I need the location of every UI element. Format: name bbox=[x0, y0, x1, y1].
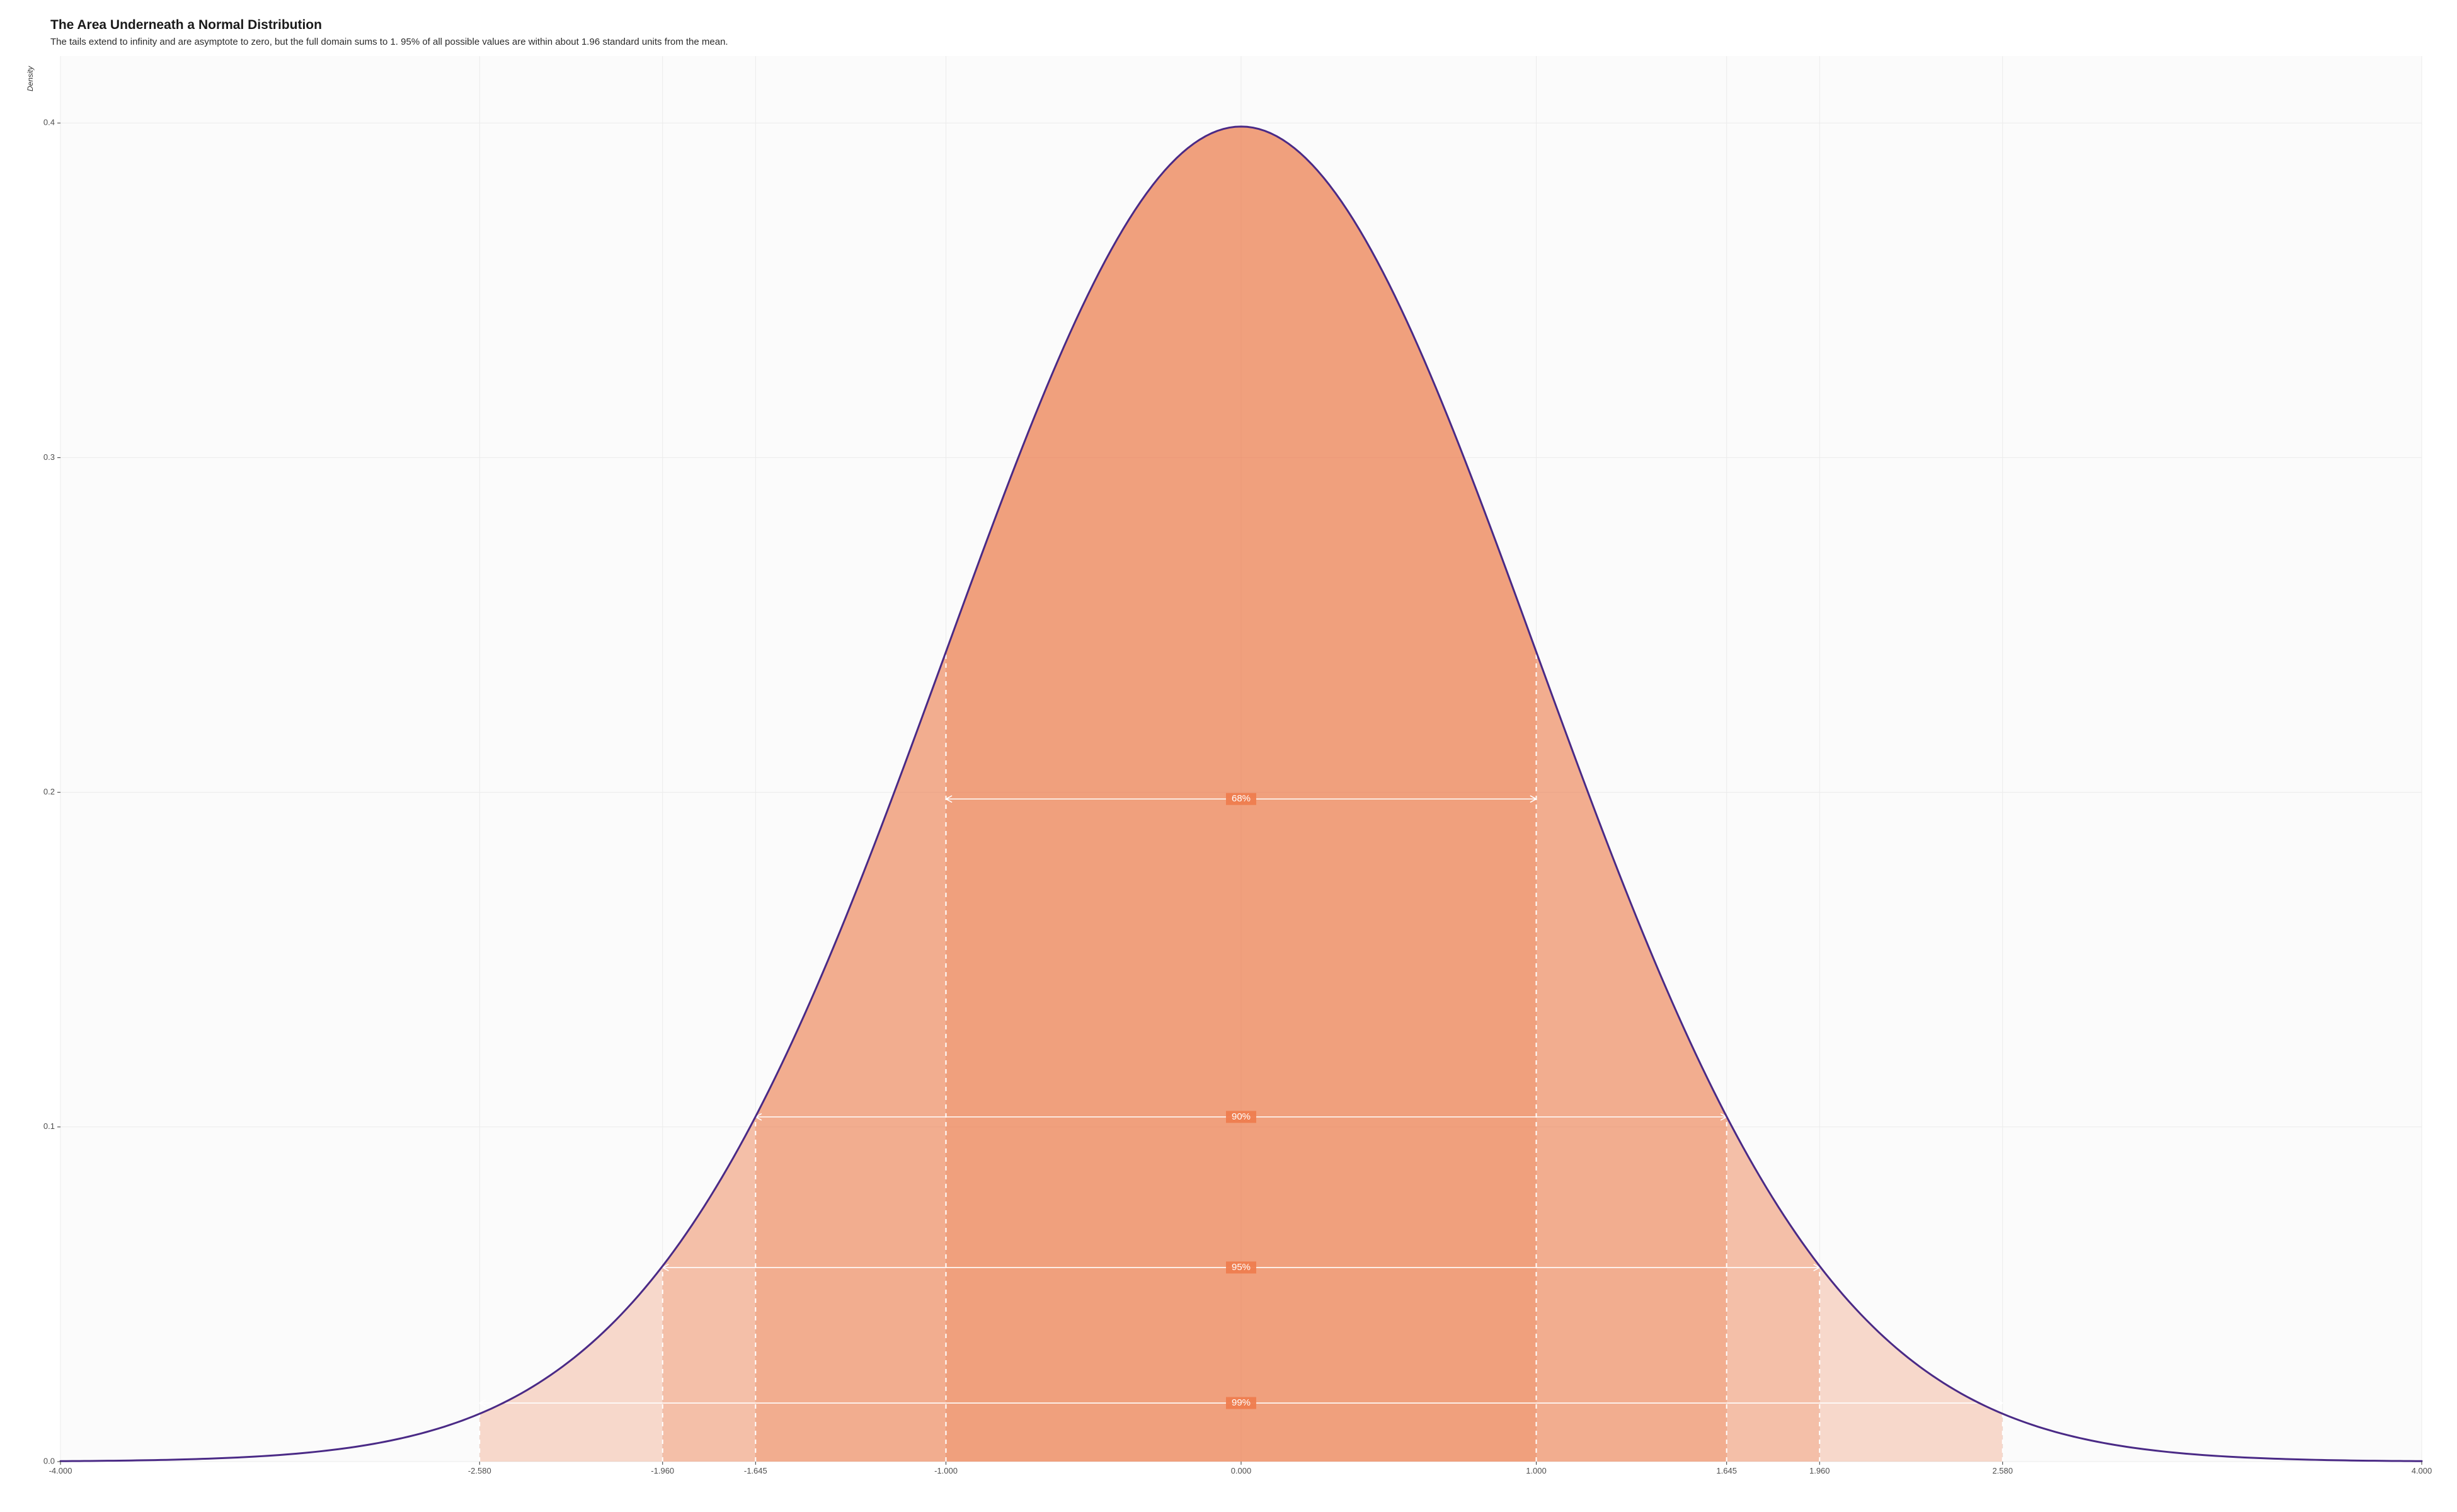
x-tick-label: 1.000 bbox=[1526, 1466, 1547, 1475]
y-axis-label: Density bbox=[26, 66, 35, 91]
interval-label: 90% bbox=[1232, 1111, 1251, 1122]
x-tick-label: -1.960 bbox=[651, 1466, 674, 1475]
x-tick-label: -1.645 bbox=[744, 1466, 767, 1475]
chart-title: The Area Underneath a Normal Distributio… bbox=[25, 18, 2432, 33]
x-tick-label: 1.960 bbox=[1809, 1466, 1830, 1475]
x-tick-label: -4.000 bbox=[49, 1466, 72, 1475]
y-tick-label: 0.3 bbox=[43, 452, 55, 462]
y-tick-label: 0.4 bbox=[43, 118, 55, 127]
x-tick-label: 0.000 bbox=[1231, 1466, 1252, 1475]
interval-label: 68% bbox=[1232, 793, 1251, 804]
x-tick-label: 2.580 bbox=[1992, 1466, 2013, 1475]
y-tick-label: 0.0 bbox=[43, 1456, 55, 1465]
interval-label: 99% bbox=[1232, 1397, 1251, 1408]
chart-subtitle: The tails extend to infinity and are asy… bbox=[25, 37, 2432, 47]
x-tick-label: -2.580 bbox=[468, 1466, 491, 1475]
x-tick-label: -1.000 bbox=[934, 1466, 958, 1475]
y-tick-label: 0.1 bbox=[43, 1121, 55, 1131]
plot-area: 99% 95% 90% 68% 0.0 0.1 0.2 0.3 0.4 -4.000 -2.580 -… bbox=[25, 52, 2432, 1487]
x-tick-label: 1.645 bbox=[1716, 1466, 1737, 1475]
y-tick-label: 0.2 bbox=[43, 787, 55, 796]
figure: The Area Underneath a Normal Distributio… bbox=[0, 0, 2457, 1512]
interval-label: 95% bbox=[1232, 1262, 1251, 1273]
x-tick-label: 4.000 bbox=[2412, 1466, 2432, 1475]
chart-svg: 99% 95% 90% 68% 0.0 0.1 0.2 0.3 0.4 -4.000 -2.580 -… bbox=[25, 52, 2432, 1487]
